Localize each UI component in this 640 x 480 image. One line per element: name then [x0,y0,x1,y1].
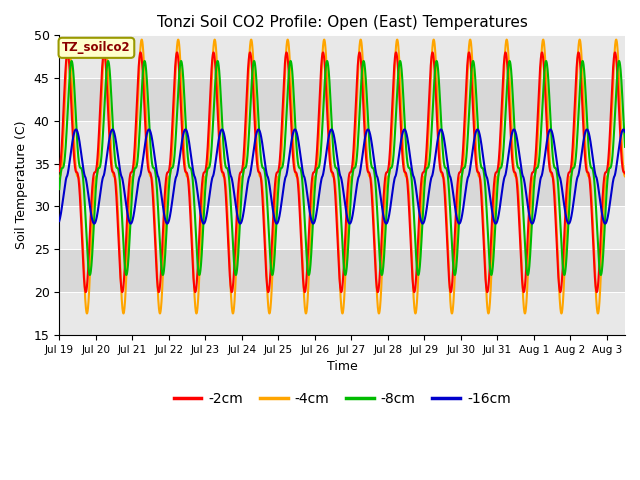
Bar [60,164,625,206]
Bar [60,249,625,292]
Title: Tonzi Soil CO2 Profile: Open (East) Temperatures: Tonzi Soil CO2 Profile: Open (East) Temp… [157,15,527,30]
X-axis label: Time: Time [327,360,358,373]
Bar [60,292,625,335]
Bar [60,206,625,249]
Y-axis label: Soil Temperature (C): Soil Temperature (C) [15,121,28,249]
Bar [60,121,625,164]
Bar [60,36,625,78]
Text: TZ_soilco2: TZ_soilco2 [62,41,131,54]
Legend: -2cm, -4cm, -8cm, -16cm: -2cm, -4cm, -8cm, -16cm [168,387,516,412]
Bar [60,78,625,121]
